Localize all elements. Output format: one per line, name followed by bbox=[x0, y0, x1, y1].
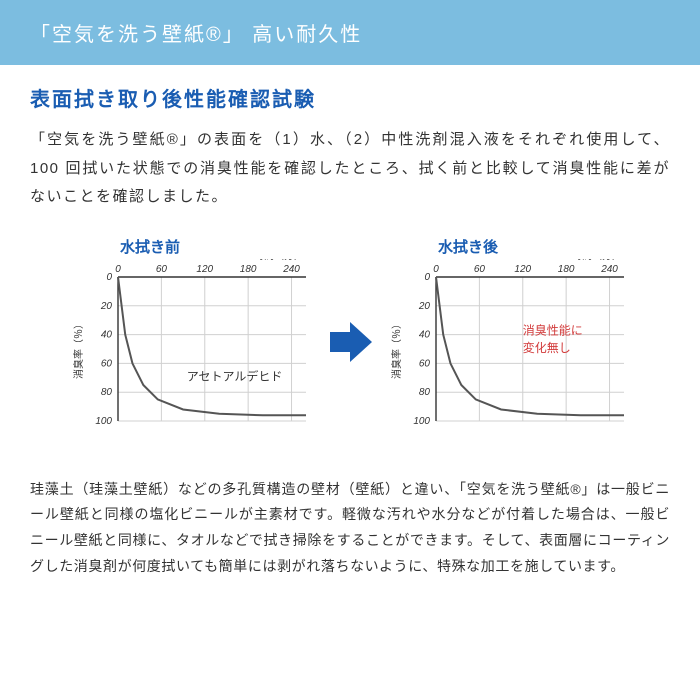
svg-text:0: 0 bbox=[433, 264, 439, 275]
svg-text:20: 20 bbox=[100, 300, 113, 311]
svg-text:40: 40 bbox=[101, 329, 113, 340]
svg-text:80: 80 bbox=[419, 387, 431, 398]
svg-text:180: 180 bbox=[558, 264, 575, 275]
footnote-text: 珪藻土（珪藻土壁紙）などの多孔質構造の壁材（壁紙）と違い、「空気を洗う壁紙®」は… bbox=[30, 481, 670, 575]
banner-text: 「空気を洗う壁紙®」 高い耐久性 bbox=[30, 24, 362, 46]
chart-after-title: 水拭き後 bbox=[438, 236, 498, 257]
arrow-svg bbox=[326, 318, 374, 366]
svg-text:120: 120 bbox=[514, 264, 531, 275]
footnote-paragraph: 珪藻土（珪藻土壁紙）などの多孔質構造の壁材（壁紙）と違い、「空気を洗う壁紙®」は… bbox=[0, 459, 700, 591]
svg-text:60: 60 bbox=[474, 264, 486, 275]
svg-text:0: 0 bbox=[424, 272, 430, 283]
chart-before-title: 水拭き前 bbox=[120, 236, 180, 257]
intro-text: 「空気を洗う壁紙®」の表面を（1）水、（2）中性洗剤混入液をそれぞれ使用して、1… bbox=[30, 131, 670, 205]
intro-paragraph: 「空気を洗う壁紙®」の表面を（1）水、（2）中性洗剤混入液をそれぞれ使用して、1… bbox=[0, 120, 700, 218]
charts-row: 水拭き前 0 60 120 180 240 0 20 40 60 80 100 時間（分） 消臭率（％）… bbox=[0, 218, 700, 459]
svg-text:100: 100 bbox=[95, 416, 112, 427]
svg-text:180: 180 bbox=[240, 264, 257, 275]
svg-text:80: 80 bbox=[101, 387, 113, 398]
svg-text:アセトアルデヒド: アセトアルデヒド bbox=[187, 368, 283, 383]
banner-header: 「空気を洗う壁紙®」 高い耐久性 bbox=[0, 0, 700, 65]
svg-text:消臭性能に: 消臭性能に bbox=[523, 322, 583, 337]
chart-after: 水拭き後 0 60 120 180 240 0 20 40 60 80 100 時間（分） 消臭率（％）… bbox=[384, 236, 634, 449]
svg-text:240: 240 bbox=[282, 264, 300, 275]
arrow-icon bbox=[326, 318, 374, 366]
svg-text:時間（分）: 時間（分） bbox=[254, 259, 304, 262]
svg-text:0: 0 bbox=[115, 264, 121, 275]
svg-text:消臭率（％）: 消臭率（％） bbox=[390, 319, 403, 379]
svg-text:変化無し: 変化無し bbox=[523, 339, 571, 354]
svg-text:60: 60 bbox=[419, 358, 431, 369]
svg-text:20: 20 bbox=[418, 300, 431, 311]
svg-text:0: 0 bbox=[106, 272, 112, 283]
chart-before: 水拭き前 0 60 120 180 240 0 20 40 60 80 100 時間（分） 消臭率（％）… bbox=[66, 236, 316, 449]
svg-text:40: 40 bbox=[419, 329, 431, 340]
chart-after-svg: 0 60 120 180 240 0 20 40 60 80 100 時間（分） 消臭率（％） 消臭性能に… bbox=[384, 259, 634, 449]
svg-text:消臭率（％）: 消臭率（％） bbox=[72, 319, 85, 379]
section-title-text: 表面拭き取り後性能確認試験 bbox=[30, 89, 316, 111]
svg-text:時間（分）: 時間（分） bbox=[572, 259, 622, 262]
svg-text:60: 60 bbox=[156, 264, 168, 275]
svg-text:60: 60 bbox=[101, 358, 113, 369]
section-title: 表面拭き取り後性能確認試験 bbox=[0, 65, 700, 120]
chart-before-svg: 0 60 120 180 240 0 20 40 60 80 100 時間（分） 消臭率（％） アセトアル… bbox=[66, 259, 316, 449]
svg-text:120: 120 bbox=[196, 264, 213, 275]
svg-text:240: 240 bbox=[600, 264, 618, 275]
svg-text:100: 100 bbox=[413, 416, 430, 427]
